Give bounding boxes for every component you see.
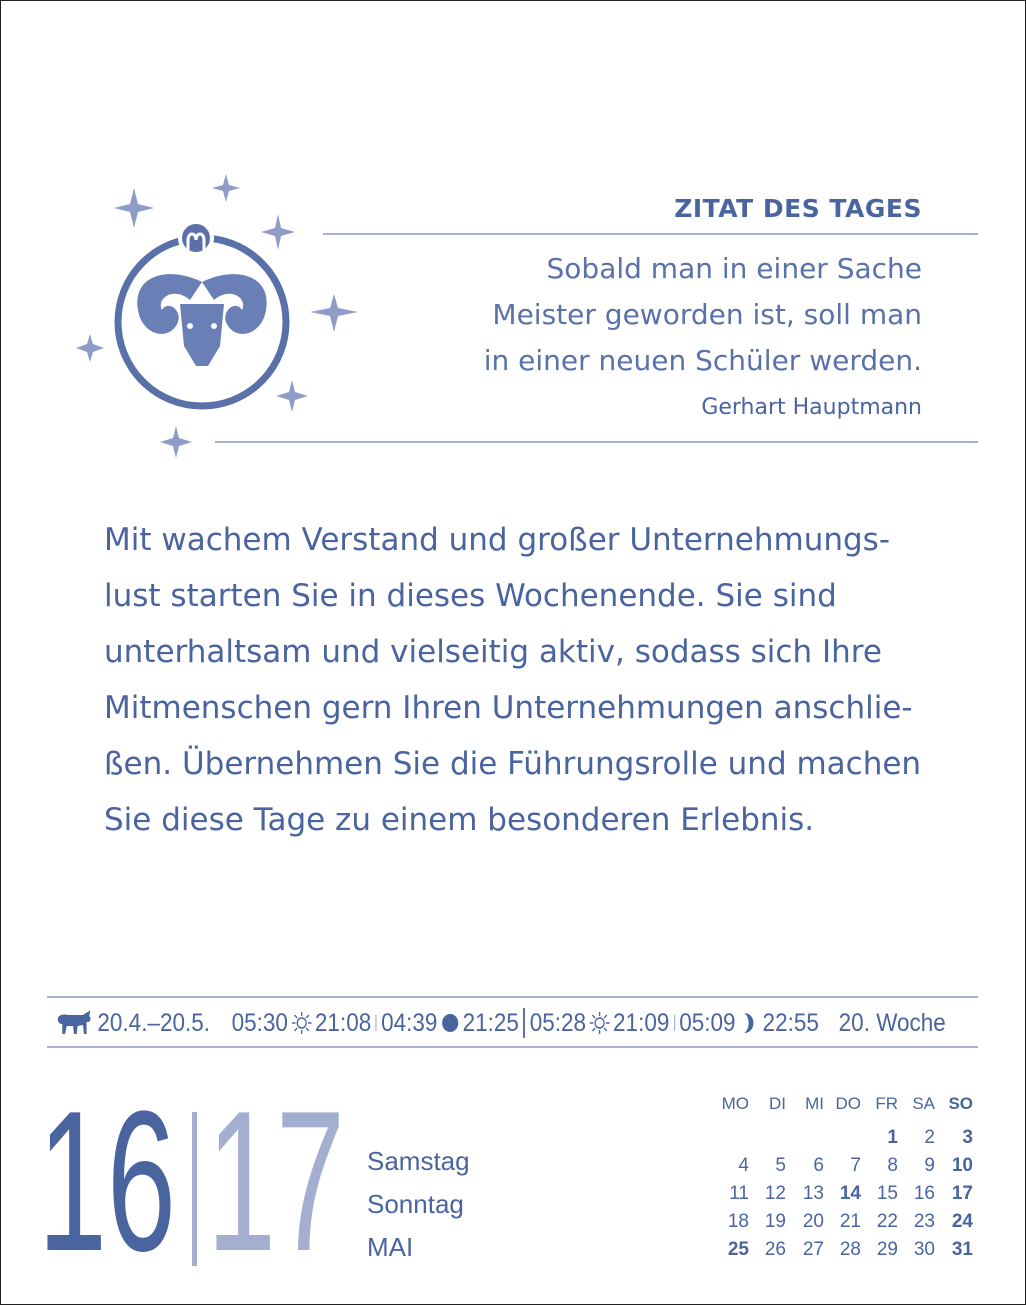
calendar-day: 31 — [951, 1239, 973, 1260]
weekday-saturday: Samstag — [367, 1146, 470, 1176]
calendar-day: 9 — [924, 1155, 935, 1176]
horoscope-line: lust starten Sie in dieses Wochenende. S… — [104, 578, 837, 614]
quote-title: ZITAT DES TAGES — [674, 194, 922, 223]
calendar-day: 28 — [839, 1239, 861, 1260]
star-icon — [160, 426, 192, 458]
zodiac-range: 20.4.–20.5. — [97, 1008, 211, 1037]
calendar-day: 18 — [727, 1211, 749, 1232]
horoscope-line: Mit wachem Verstand und großer Unternehm… — [104, 522, 891, 558]
calendar-day: 29 — [876, 1239, 898, 1260]
weekday-header: FR — [875, 1094, 898, 1113]
calendar-day: 5 — [775, 1155, 786, 1176]
aries-emblem-icon — [76, 174, 358, 458]
quote-top-rule — [323, 233, 978, 235]
star-icon — [114, 188, 154, 228]
weekday-header: MI — [805, 1094, 824, 1113]
weekday-sunday: Sonntag — [367, 1189, 464, 1219]
quote-line: Meister geworden ist, soll man — [492, 298, 922, 331]
quote-bottom-rule — [215, 441, 978, 443]
calendar-day: 4 — [738, 1155, 749, 1176]
sun-sunset: 21:09 — [613, 1008, 670, 1037]
calendar-day: 2 — [924, 1127, 935, 1148]
day-number-saturday: 16 — [38, 1070, 176, 1293]
calendar-day: 11 — [729, 1183, 749, 1204]
calendar-day: 17 — [951, 1183, 973, 1204]
star-icon — [212, 174, 240, 202]
weekday-header: MO — [721, 1094, 749, 1113]
infobar: 20.4.–20.5. 05:30 21:08 04:39 21:25 05:2… — [56, 1008, 946, 1038]
quote-line: Sobald man in einer Sache — [546, 252, 922, 285]
sat-moonset: 21:25 — [462, 1008, 519, 1037]
waning-moon-icon — [744, 1013, 754, 1033]
star-icon — [310, 294, 358, 332]
star-icon — [76, 334, 104, 362]
infobar-bottom-rule — [47, 1046, 978, 1048]
calendar-day: 7 — [850, 1155, 861, 1176]
infobar-top-rule — [47, 996, 978, 998]
calendar-day: 22 — [876, 1211, 898, 1232]
calendar-day: 23 — [913, 1211, 935, 1232]
calendar-day: 26 — [764, 1239, 786, 1260]
calendar-day: 6 — [813, 1155, 824, 1176]
sun-moonset: 22:55 — [762, 1008, 819, 1037]
calendar-day: 27 — [802, 1239, 824, 1260]
sat-sunrise: 05:30 — [231, 1008, 288, 1037]
star-icon — [276, 380, 308, 412]
week-number: 20. Woche — [838, 1008, 946, 1037]
calendar-day: 14 — [839, 1183, 861, 1204]
sat-sunset: 21:08 — [314, 1008, 372, 1037]
day-number-sunday: 17 — [207, 1070, 345, 1293]
calendar-day: 3 — [962, 1127, 973, 1148]
calendar-day: 24 — [951, 1211, 973, 1232]
weekday-header: SA — [912, 1094, 935, 1113]
calendar-day: 1 — [887, 1127, 898, 1148]
aries-symbol-icon — [186, 232, 206, 250]
separator — [375, 1015, 377, 1031]
sun-icon — [589, 1012, 610, 1034]
horoscope-text: Mit wachem Verstand und großer Unternehm… — [104, 512, 984, 848]
calendar-day: 8 — [887, 1155, 898, 1176]
calendar-day: 10 — [951, 1155, 973, 1176]
month-label: MAI — [367, 1232, 414, 1262]
date-divider — [192, 1112, 197, 1266]
calendar-day: 15 — [876, 1183, 898, 1204]
weekday-header: SO — [948, 1094, 973, 1113]
sun-icon — [291, 1012, 312, 1034]
calendar-day: 25 — [727, 1239, 749, 1260]
weekday-header: DI — [769, 1094, 786, 1113]
sat-moonrise: 04:39 — [381, 1008, 438, 1037]
calendar-day: 19 — [764, 1211, 786, 1232]
quote-line: in einer neuen Schüler werden. — [483, 344, 922, 377]
calendar-day: 21 — [839, 1211, 861, 1232]
calendar-day: 13 — [802, 1183, 824, 1204]
horoscope-line: unterhaltsam und vielseitig aktiv, sodas… — [104, 634, 882, 670]
taurus-bull-icon — [57, 1010, 91, 1034]
separator — [673, 1015, 675, 1031]
horoscope-line: Mitmenschen gern Ihren Unternehmungen an… — [104, 690, 913, 726]
calendar-day: 16 — [913, 1183, 935, 1204]
sun-moonrise: 05:09 — [679, 1008, 736, 1037]
weekday-header: DO — [835, 1094, 862, 1113]
sun-sunrise: 05:28 — [529, 1008, 587, 1037]
star-icon — [261, 214, 295, 250]
calendar-day: 30 — [913, 1239, 935, 1260]
day-separator — [523, 1008, 526, 1038]
calendar-day: 12 — [764, 1183, 786, 1204]
horoscope-line: ßen. Übernehmen Sie die Führungsrolle un… — [104, 746, 922, 782]
quote-author: Gerhart Hauptmann — [701, 395, 922, 420]
full-moon-icon — [441, 1014, 459, 1032]
horoscope-line: Sie diese Tage zu einem besonderen Erleb… — [104, 802, 815, 838]
calendar-day: 20 — [802, 1211, 824, 1232]
